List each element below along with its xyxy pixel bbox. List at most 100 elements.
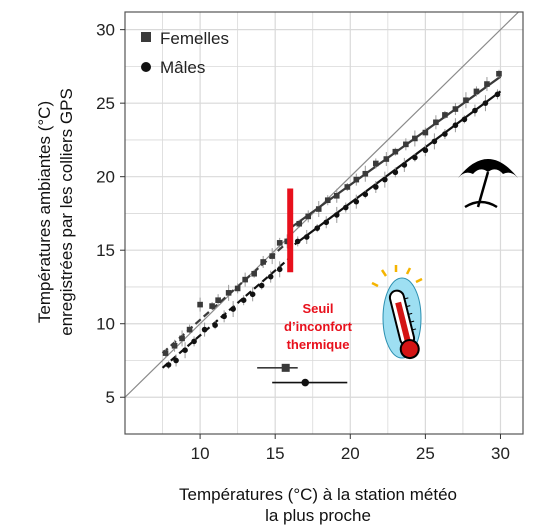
- males-mean-point: [301, 378, 310, 387]
- femelles-point: [225, 290, 232, 296]
- femelles-point: [260, 259, 266, 265]
- males-point: [303, 234, 310, 240]
- males-point: [353, 198, 360, 205]
- males-point: [201, 326, 208, 333]
- femelles-point: [496, 70, 502, 77]
- y-tick-label: 25: [96, 94, 115, 113]
- femelles-point: [171, 342, 178, 349]
- x-tick-label: 10: [191, 444, 210, 463]
- males-point: [442, 131, 448, 137]
- annotation-line-3: thermique: [287, 337, 350, 352]
- femelles-point: [251, 270, 257, 277]
- males-point: [191, 338, 197, 345]
- males-point: [362, 191, 369, 198]
- femelles-point: [473, 88, 480, 95]
- femelles-point: [353, 176, 360, 183]
- data-points: [162, 70, 502, 368]
- femelles-point: [403, 141, 409, 148]
- legend-femelles-swatch: [141, 32, 151, 42]
- fit-line-solid: [294, 90, 502, 246]
- males-point: [323, 219, 330, 226]
- mean-points: [257, 363, 348, 387]
- femelles-point: [215, 297, 221, 303]
- legend: Femelles Mâles: [141, 29, 229, 77]
- males-point: [392, 169, 399, 176]
- males-point: [258, 282, 265, 289]
- annotation-line-2: d’inconfort: [284, 319, 353, 334]
- femelles-point: [269, 253, 275, 259]
- males-point: [431, 138, 438, 145]
- males-point: [422, 147, 429, 154]
- femelles-point: [276, 240, 283, 246]
- y-tick-label: 10: [96, 315, 115, 334]
- femelles-point: [442, 112, 448, 118]
- males-point: [461, 116, 468, 123]
- males-point: [294, 238, 301, 245]
- femelles-point: [373, 160, 379, 167]
- femelles-point: [179, 335, 185, 342]
- males-point: [173, 357, 179, 364]
- femelles-mean-point: [281, 363, 290, 372]
- femelles-point: [333, 192, 340, 199]
- femelles-point: [296, 220, 303, 227]
- males-point: [182, 347, 188, 353]
- males-point: [165, 362, 172, 368]
- femelles-point: [209, 303, 215, 309]
- males-point: [221, 313, 227, 320]
- males-point: [401, 162, 408, 168]
- males-point: [267, 273, 274, 280]
- femelles-point: [162, 350, 169, 356]
- y-tick-label: 15: [96, 241, 115, 260]
- x-tick-label: 30: [491, 444, 510, 463]
- femelles-point: [484, 81, 490, 87]
- femelles-point: [315, 206, 322, 212]
- femelles-point: [324, 197, 331, 204]
- x-axis-title-line-2: la plus proche: [265, 506, 371, 525]
- males-point: [212, 322, 218, 328]
- x-tick-label: 20: [341, 444, 360, 463]
- y-axis-title-line-2: enregistrées par les colliers GPS: [57, 88, 76, 336]
- threshold-annotation: Seuil d’inconfort thermique: [284, 301, 353, 352]
- males-point: [333, 212, 340, 218]
- y-axis-title-line-1: Températures ambiantes (°C): [35, 101, 54, 323]
- parasol-icon: [458, 159, 518, 209]
- males-point: [373, 184, 379, 190]
- femelles-point: [412, 135, 418, 142]
- males-point: [314, 225, 321, 231]
- annotation-line-1: Seuil: [302, 301, 333, 316]
- legend-males-swatch: [141, 62, 151, 72]
- males-point: [249, 291, 256, 298]
- plot-panel-border: [124, 11, 524, 435]
- femelles-point: [186, 326, 193, 333]
- x-axis-title-line-1: Températures (°C) à la station météo: [179, 485, 457, 504]
- femelles-point: [433, 119, 439, 126]
- y-tick-label: 30: [96, 21, 115, 40]
- males-point: [382, 176, 388, 183]
- fit-line-dashed: [161, 239, 291, 354]
- axis-ticks: 10 15 20 25 30 5 10 15 20 25 30: [96, 21, 510, 463]
- males-point: [452, 122, 459, 129]
- males-point: [412, 154, 418, 161]
- males-point: [494, 91, 501, 98]
- males-point: [230, 306, 236, 312]
- legend-femelles-label: Femelles: [160, 29, 229, 48]
- x-tick-label: 15: [266, 444, 285, 463]
- femelles-point: [452, 106, 459, 112]
- thermometer-icon: [371, 265, 423, 360]
- femelles-point: [234, 285, 241, 292]
- femelles-point: [422, 129, 429, 136]
- males-point: [482, 100, 489, 106]
- males-point: [342, 204, 349, 211]
- femelles-point: [242, 276, 248, 283]
- femelles-point: [383, 156, 390, 162]
- femelles-point: [305, 213, 312, 220]
- males-point: [472, 107, 478, 114]
- femelles-point: [284, 238, 291, 245]
- femelles-point: [344, 184, 351, 190]
- males-point: [276, 266, 283, 273]
- y-tick-label: 20: [96, 168, 115, 187]
- y-tick-label: 5: [106, 388, 115, 407]
- legend-males-label: Mâles: [160, 58, 205, 77]
